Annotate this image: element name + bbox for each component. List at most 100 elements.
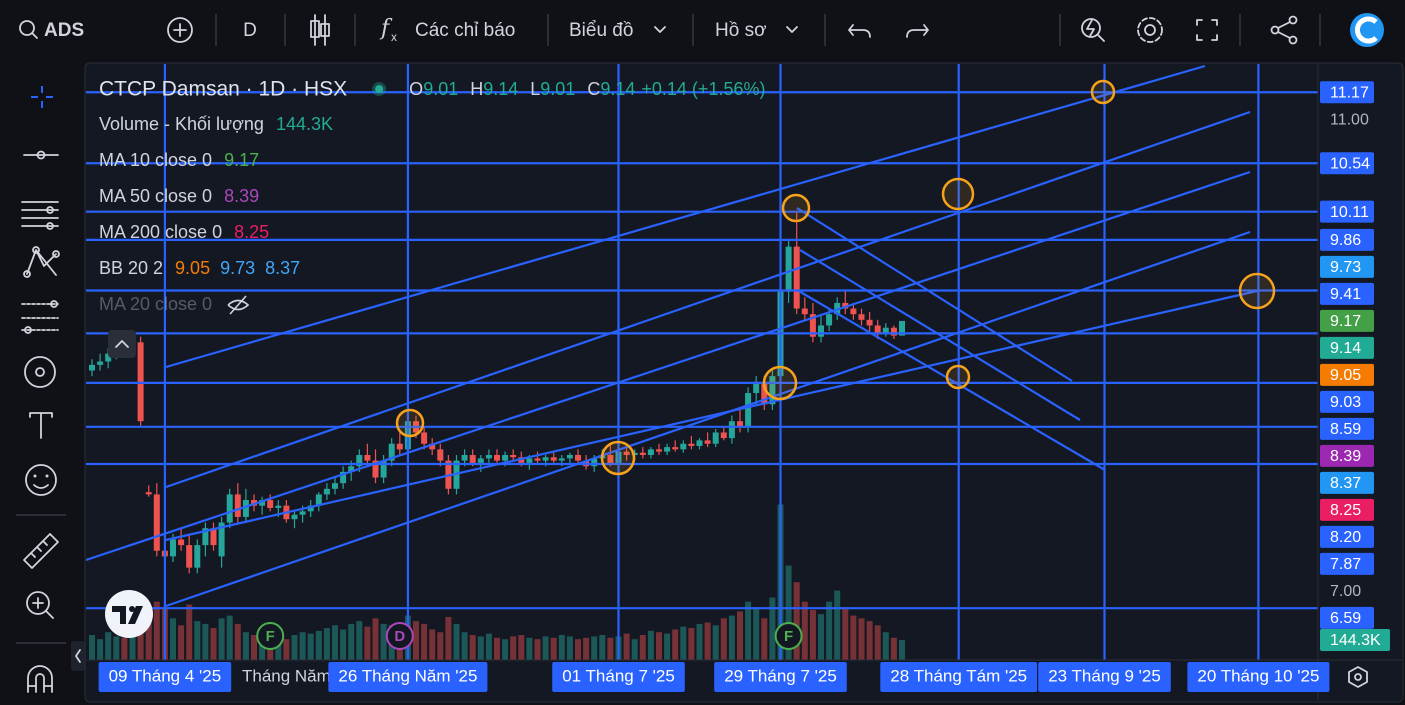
volume-bar bbox=[202, 623, 209, 660]
symbol[interactable]: ADS bbox=[44, 20, 84, 41]
indicator-name[interactable]: MA 10 close 0 bbox=[99, 150, 212, 170]
trend-line[interactable] bbox=[165, 110, 1251, 489]
redo-button[interactable] bbox=[906, 24, 929, 38]
ohlc-key: O bbox=[409, 79, 423, 99]
volume-bar bbox=[494, 637, 500, 660]
candle-body bbox=[866, 319, 873, 326]
price-label-box bbox=[1320, 309, 1374, 332]
crosshair-tool[interactable] bbox=[31, 86, 53, 108]
interval[interactable]: D bbox=[243, 20, 257, 41]
magnet-tool[interactable] bbox=[27, 665, 53, 693]
candle-body bbox=[753, 381, 760, 394]
text-tool[interactable] bbox=[29, 412, 53, 439]
profile-menu[interactable]: Hồ sơ bbox=[715, 20, 798, 41]
marker-circle[interactable] bbox=[781, 193, 811, 223]
candle-body bbox=[259, 500, 266, 506]
trend-line[interactable] bbox=[799, 249, 1081, 421]
scroll-up-button[interactable] bbox=[108, 330, 136, 358]
undo-button[interactable] bbox=[848, 24, 871, 38]
quick-search[interactable] bbox=[1081, 18, 1105, 42]
symbol-search[interactable]: ADS bbox=[19, 20, 84, 41]
marker-circle[interactable] bbox=[395, 408, 425, 438]
time-axis[interactable]: 09 Tháng 4 '25 Tháng Năm 26 Tháng Năm '25 0… bbox=[98, 662, 1330, 692]
event-badge[interactable] bbox=[385, 622, 414, 650]
price-axis[interactable]: 11.17 11.00 10.54 10.11 9.86 9.73 9.41 9.17 9.14… bbox=[1320, 81, 1390, 651]
candle-body bbox=[340, 471, 347, 484]
axis-settings[interactable] bbox=[1348, 666, 1368, 688]
volume-bar bbox=[526, 637, 533, 660]
measure-tool[interactable] bbox=[23, 533, 59, 569]
marker-circle[interactable] bbox=[1090, 79, 1116, 105]
trend-line[interactable] bbox=[165, 289, 1258, 542]
marker-circle[interactable] bbox=[945, 364, 971, 390]
candle-body bbox=[874, 325, 881, 335]
candle-body bbox=[210, 528, 217, 546]
indicator-name[interactable]: MA 50 close 0 bbox=[99, 186, 212, 206]
candle-body bbox=[647, 449, 654, 455]
candle-body bbox=[226, 494, 233, 523]
profile-label[interactable]: Hồ sơ bbox=[715, 20, 767, 41]
marker-circle[interactable] bbox=[941, 177, 975, 211]
brush-tool[interactable] bbox=[24, 356, 56, 388]
marker-circle[interactable] bbox=[600, 440, 636, 476]
app-logo[interactable] bbox=[1350, 13, 1384, 47]
volume-bar bbox=[656, 632, 662, 660]
marker-circle[interactable] bbox=[1238, 272, 1276, 310]
volume-bar bbox=[761, 618, 768, 660]
price-label-box bbox=[1320, 444, 1374, 467]
settings-button[interactable] bbox=[1137, 17, 1163, 43]
candle-body bbox=[494, 454, 500, 461]
volume-bar bbox=[672, 629, 679, 660]
tradingview-logo[interactable] bbox=[105, 590, 153, 638]
share-button[interactable] bbox=[1270, 15, 1298, 45]
date-label: 28 Tháng Tám '25 bbox=[890, 666, 1027, 685]
chart-type-button[interactable] bbox=[310, 14, 330, 46]
marker-circle[interactable] bbox=[762, 365, 798, 401]
chart-menu[interactable]: Biểu đồ bbox=[569, 20, 666, 41]
indicator-name[interactable]: Volume - Khối lượng bbox=[99, 114, 264, 134]
trend-line[interactable] bbox=[86, 170, 1251, 562]
volume-bar bbox=[323, 628, 330, 660]
volume-bar bbox=[307, 633, 314, 660]
price-label-box bbox=[1320, 606, 1374, 629]
volume-bar bbox=[461, 632, 468, 660]
volume-bar bbox=[356, 621, 363, 660]
event-badge[interactable] bbox=[774, 622, 803, 650]
visibility-toggle[interactable] bbox=[227, 295, 250, 315]
volume-bar bbox=[299, 632, 306, 660]
volume-bar bbox=[583, 637, 590, 660]
zoom-tool[interactable] bbox=[26, 591, 54, 619]
pattern-tool[interactable] bbox=[23, 246, 60, 278]
candle-body bbox=[348, 466, 355, 472]
indicator-name[interactable]: MA 20 close 0 bbox=[99, 294, 212, 314]
event-badge[interactable] bbox=[256, 622, 285, 650]
fullscreen-button[interactable] bbox=[1196, 19, 1218, 41]
fib-tool[interactable] bbox=[21, 300, 59, 334]
legend-title[interactable]: CTCP Damsan · 1D · HSX bbox=[99, 78, 347, 101]
indicator-value: 9.05 bbox=[175, 258, 210, 278]
trend-line[interactable] bbox=[796, 207, 1073, 382]
collapse-toolbar[interactable] bbox=[71, 641, 85, 671]
indicator-name[interactable]: BB 20 2 bbox=[99, 258, 163, 278]
candle-body bbox=[696, 440, 703, 446]
price-label: 8.39 bbox=[1330, 448, 1361, 465]
indicators-label[interactable]: Các chỉ báo bbox=[415, 20, 515, 41]
line-tool[interactable] bbox=[23, 150, 59, 160]
trend-line[interactable] bbox=[165, 64, 1206, 369]
indicator-name[interactable]: MA 200 close 0 bbox=[99, 222, 222, 242]
channel-tool[interactable] bbox=[21, 201, 59, 230]
volume-bar bbox=[453, 623, 460, 660]
volume-bar bbox=[680, 626, 687, 660]
emoji-tool[interactable] bbox=[25, 464, 57, 496]
candle-body bbox=[477, 458, 484, 463]
compare-button[interactable] bbox=[167, 17, 193, 43]
chart-menu-label[interactable]: Biểu đồ bbox=[569, 20, 633, 41]
trend-line[interactable] bbox=[796, 289, 1106, 471]
trend-line[interactable] bbox=[165, 230, 1251, 608]
candle-body bbox=[202, 528, 209, 546]
legend: CTCP Damsan · 1D · HSX O 9.01 H 9.14 L 9.01 C 9.… bbox=[99, 78, 765, 315]
candle-body bbox=[323, 488, 330, 495]
volume-bar bbox=[413, 621, 419, 660]
